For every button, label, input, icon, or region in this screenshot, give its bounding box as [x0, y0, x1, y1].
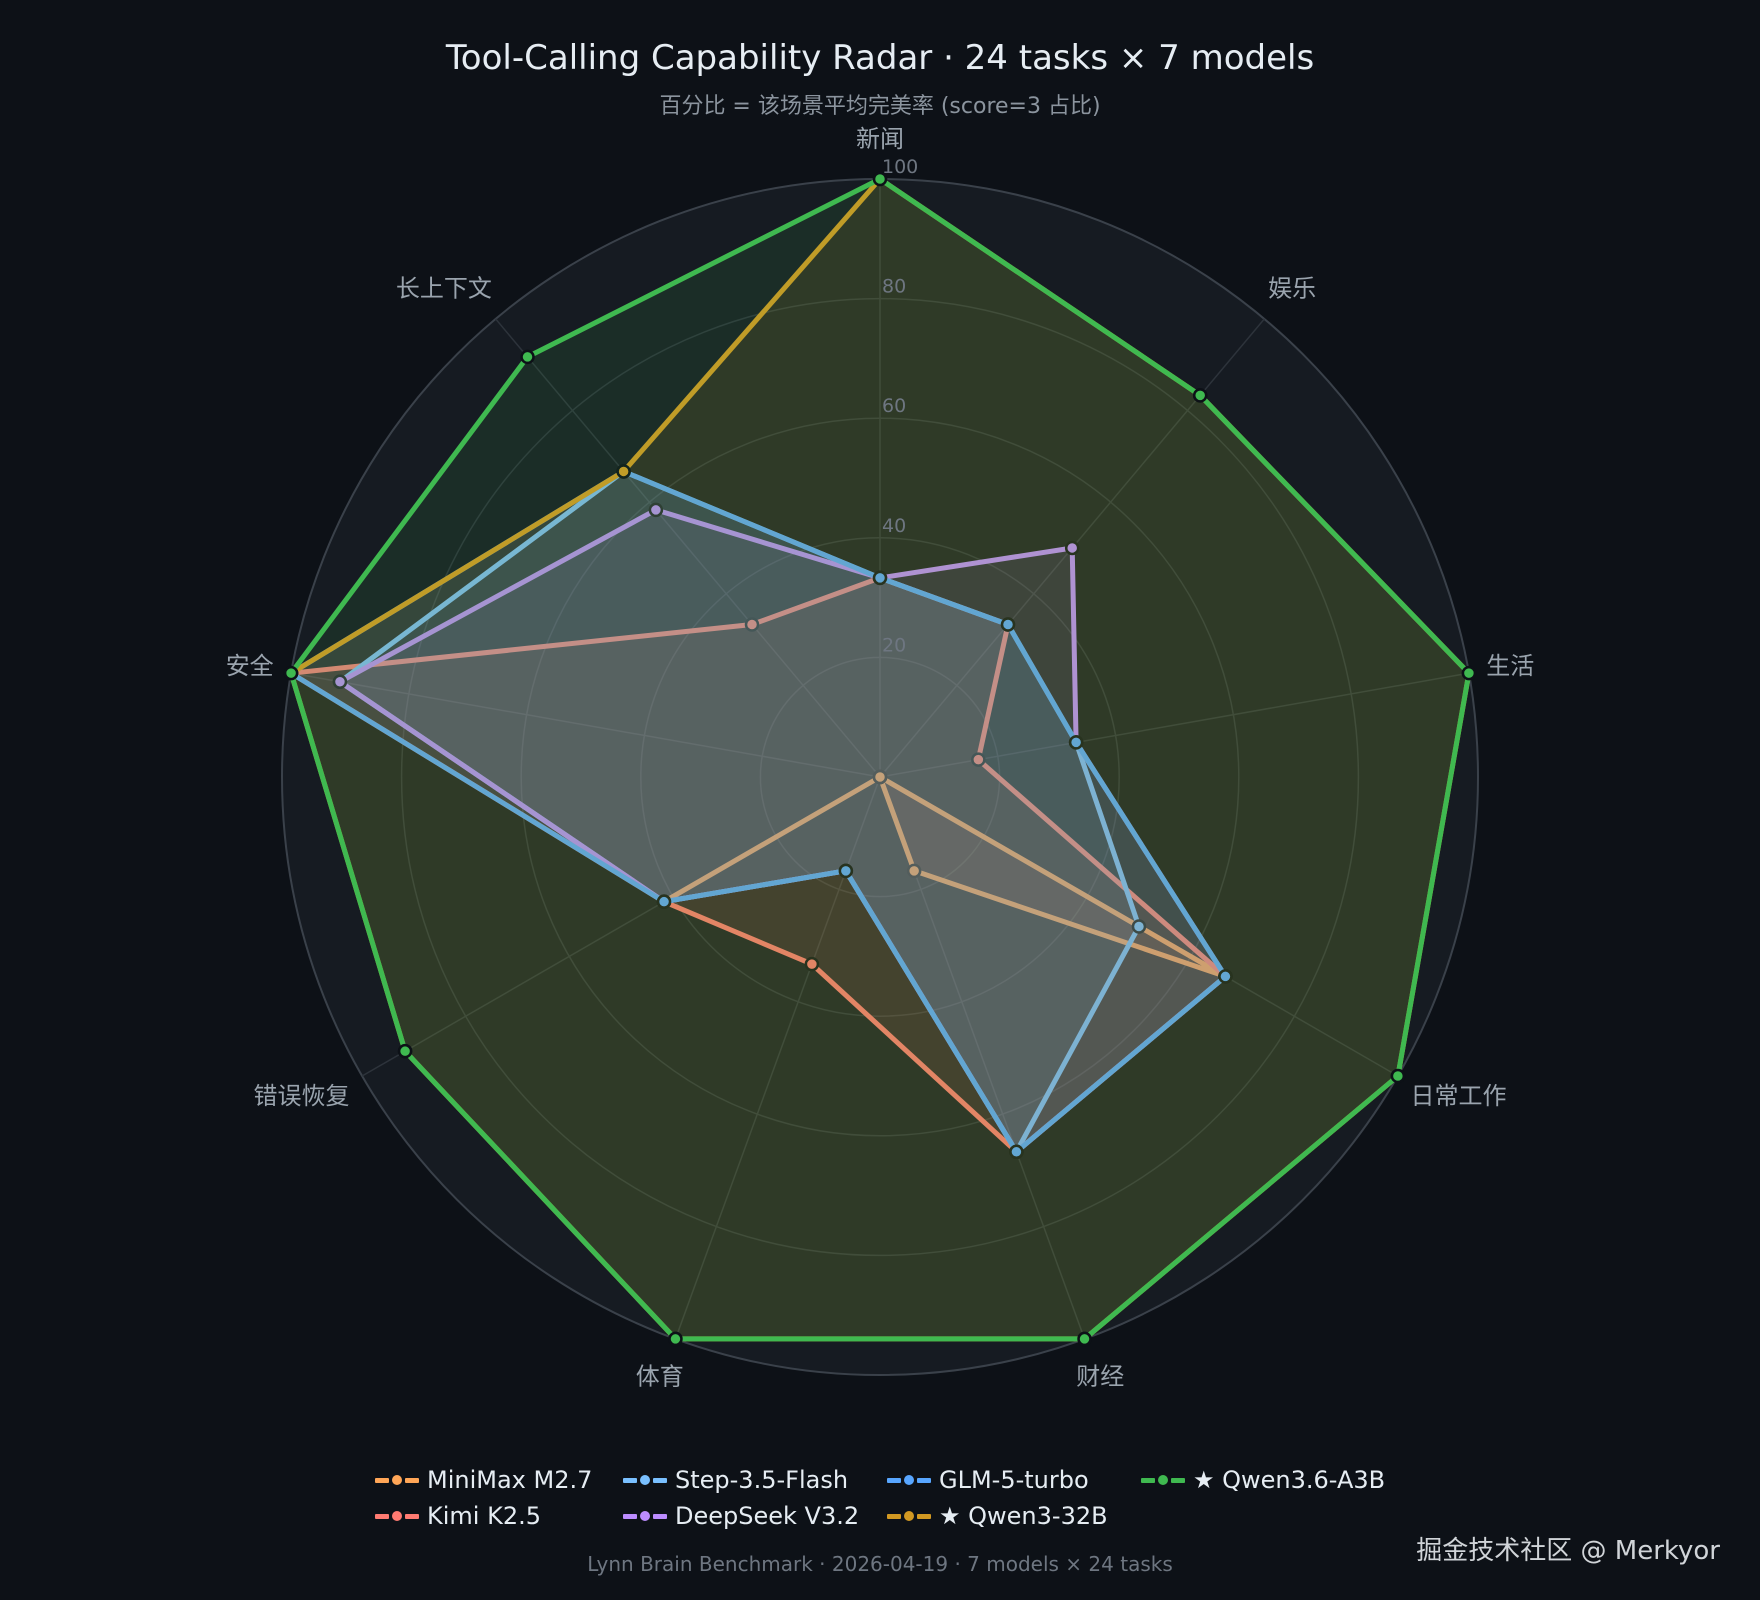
data-point [906, 863, 922, 879]
legend-line-marker-icon [375, 1473, 419, 1487]
data-point [1390, 1068, 1406, 1084]
legend-item[interactable]: DeepSeek V3.2 [623, 1502, 887, 1530]
legend-line-marker-icon [623, 1473, 667, 1487]
legend-item[interactable]: ★ Qwen3.6-A3B [1141, 1466, 1385, 1494]
legend-row: MiniMax M2.7 Step-3.5-Flash GLM-5-turbo ★ Q… [375, 1462, 1415, 1498]
axis-label: 错误恢复 [253, 1082, 349, 1110]
data-point [1192, 388, 1208, 403]
legend-label: ★ Qwen3.6-A3B [1193, 1466, 1386, 1494]
series-fill [291, 471, 1226, 1152]
r-tick-label: 20 [882, 634, 906, 656]
legend-item[interactable]: MiniMax M2.7 [375, 1466, 623, 1494]
watermark: 掘金技术社区 @ Merkyor [1416, 1536, 1720, 1566]
legend-label: Kimi K2.5 [427, 1502, 541, 1530]
series-minimax-m2-7 [656, 769, 1233, 984]
series-line [661, 774, 1228, 979]
legend-item[interactable]: GLM-5-turbo [887, 1466, 1141, 1494]
series-line [288, 176, 1472, 1342]
series-fill [340, 509, 1226, 1152]
data-point [648, 502, 664, 518]
data-point [1000, 617, 1016, 632]
chart-title: Tool-Calling Capability Radar · 24 tasks… [445, 38, 1315, 78]
chart-legend: MiniMax M2.7 Step-3.5-Flash GLM-5-turbo ★ Q… [375, 1462, 1415, 1534]
r-tick-label: 40 [882, 515, 906, 537]
legend-item[interactable]: ★ Qwen3-32B [887, 1502, 1141, 1530]
axis-label: 长上下文 [396, 274, 492, 302]
data-point [397, 1043, 413, 1059]
data-point [520, 349, 535, 365]
legend-line-marker-icon [887, 1509, 931, 1523]
legend-label: ★ Qwen3-32B [939, 1502, 1108, 1530]
legend-item[interactable]: Step-3.5-Flash [623, 1466, 887, 1494]
r-tick-label: 100 [882, 156, 918, 178]
r-tick-label: 60 [882, 395, 906, 417]
legend-row: Kimi K2.5 DeepSeek V3.2 ★ Qwen3-32B [375, 1498, 1415, 1534]
series-fill [291, 577, 1226, 1152]
series-layer [283, 171, 1477, 1347]
data-point [971, 752, 986, 767]
legend-item[interactable]: Kimi K2.5 [375, 1502, 623, 1530]
data-point [656, 894, 672, 909]
legend-label: Step-3.5-Flash [675, 1466, 849, 1494]
series-fill [291, 179, 1469, 1339]
data-point [1218, 969, 1233, 984]
data-point [332, 674, 348, 690]
grid-spoke [495, 318, 881, 778]
axis-label: 体育 [636, 1363, 684, 1391]
data-point [872, 171, 888, 187]
legend-label: MiniMax M2.7 [427, 1466, 593, 1494]
legend-line-marker-icon [887, 1473, 931, 1487]
axis-label: 生活 [1486, 652, 1534, 680]
data-point [1064, 540, 1080, 556]
data-point [668, 1331, 683, 1347]
data-point [1009, 1144, 1024, 1160]
data-point [744, 617, 760, 632]
data-point [838, 863, 854, 879]
series-fill [291, 179, 1469, 1339]
axis-label: 安全 [226, 652, 274, 680]
legend-line-marker-icon [623, 1509, 667, 1523]
grid-spoke [290, 672, 881, 778]
r-tick-label: 80 [882, 276, 906, 298]
data-point [1068, 735, 1084, 750]
axis-label: 日常工作 [1411, 1082, 1507, 1110]
legend-label: DeepSeek V3.2 [675, 1502, 860, 1530]
data-point [872, 570, 888, 586]
legend-line-marker-icon [1141, 1473, 1185, 1487]
axis-label: 娱乐 [1268, 274, 1316, 302]
axis-label: 财经 [1076, 1363, 1124, 1391]
axis-label: 新闻 [856, 125, 904, 153]
data-point [872, 769, 888, 785]
legend-label: GLM-5-turbo [939, 1466, 1089, 1494]
data-point [1077, 1331, 1092, 1347]
data-point [1461, 665, 1477, 681]
data-point [283, 665, 299, 681]
series-fill [340, 471, 1139, 1152]
legend-line-marker-icon [375, 1509, 419, 1523]
data-point [804, 956, 820, 972]
data-point [1131, 919, 1147, 934]
chart-subtitle: 百分比 = 该场景平均完美率 (score=3 占比) [659, 94, 1101, 119]
footer-caption: Lynn Brain Benchmark · 2026-04-19 · 7 mo… [587, 1552, 1173, 1576]
data-point [616, 464, 631, 479]
series-line [288, 575, 1228, 1155]
series-qwen3-6-a3b [283, 171, 1477, 1347]
